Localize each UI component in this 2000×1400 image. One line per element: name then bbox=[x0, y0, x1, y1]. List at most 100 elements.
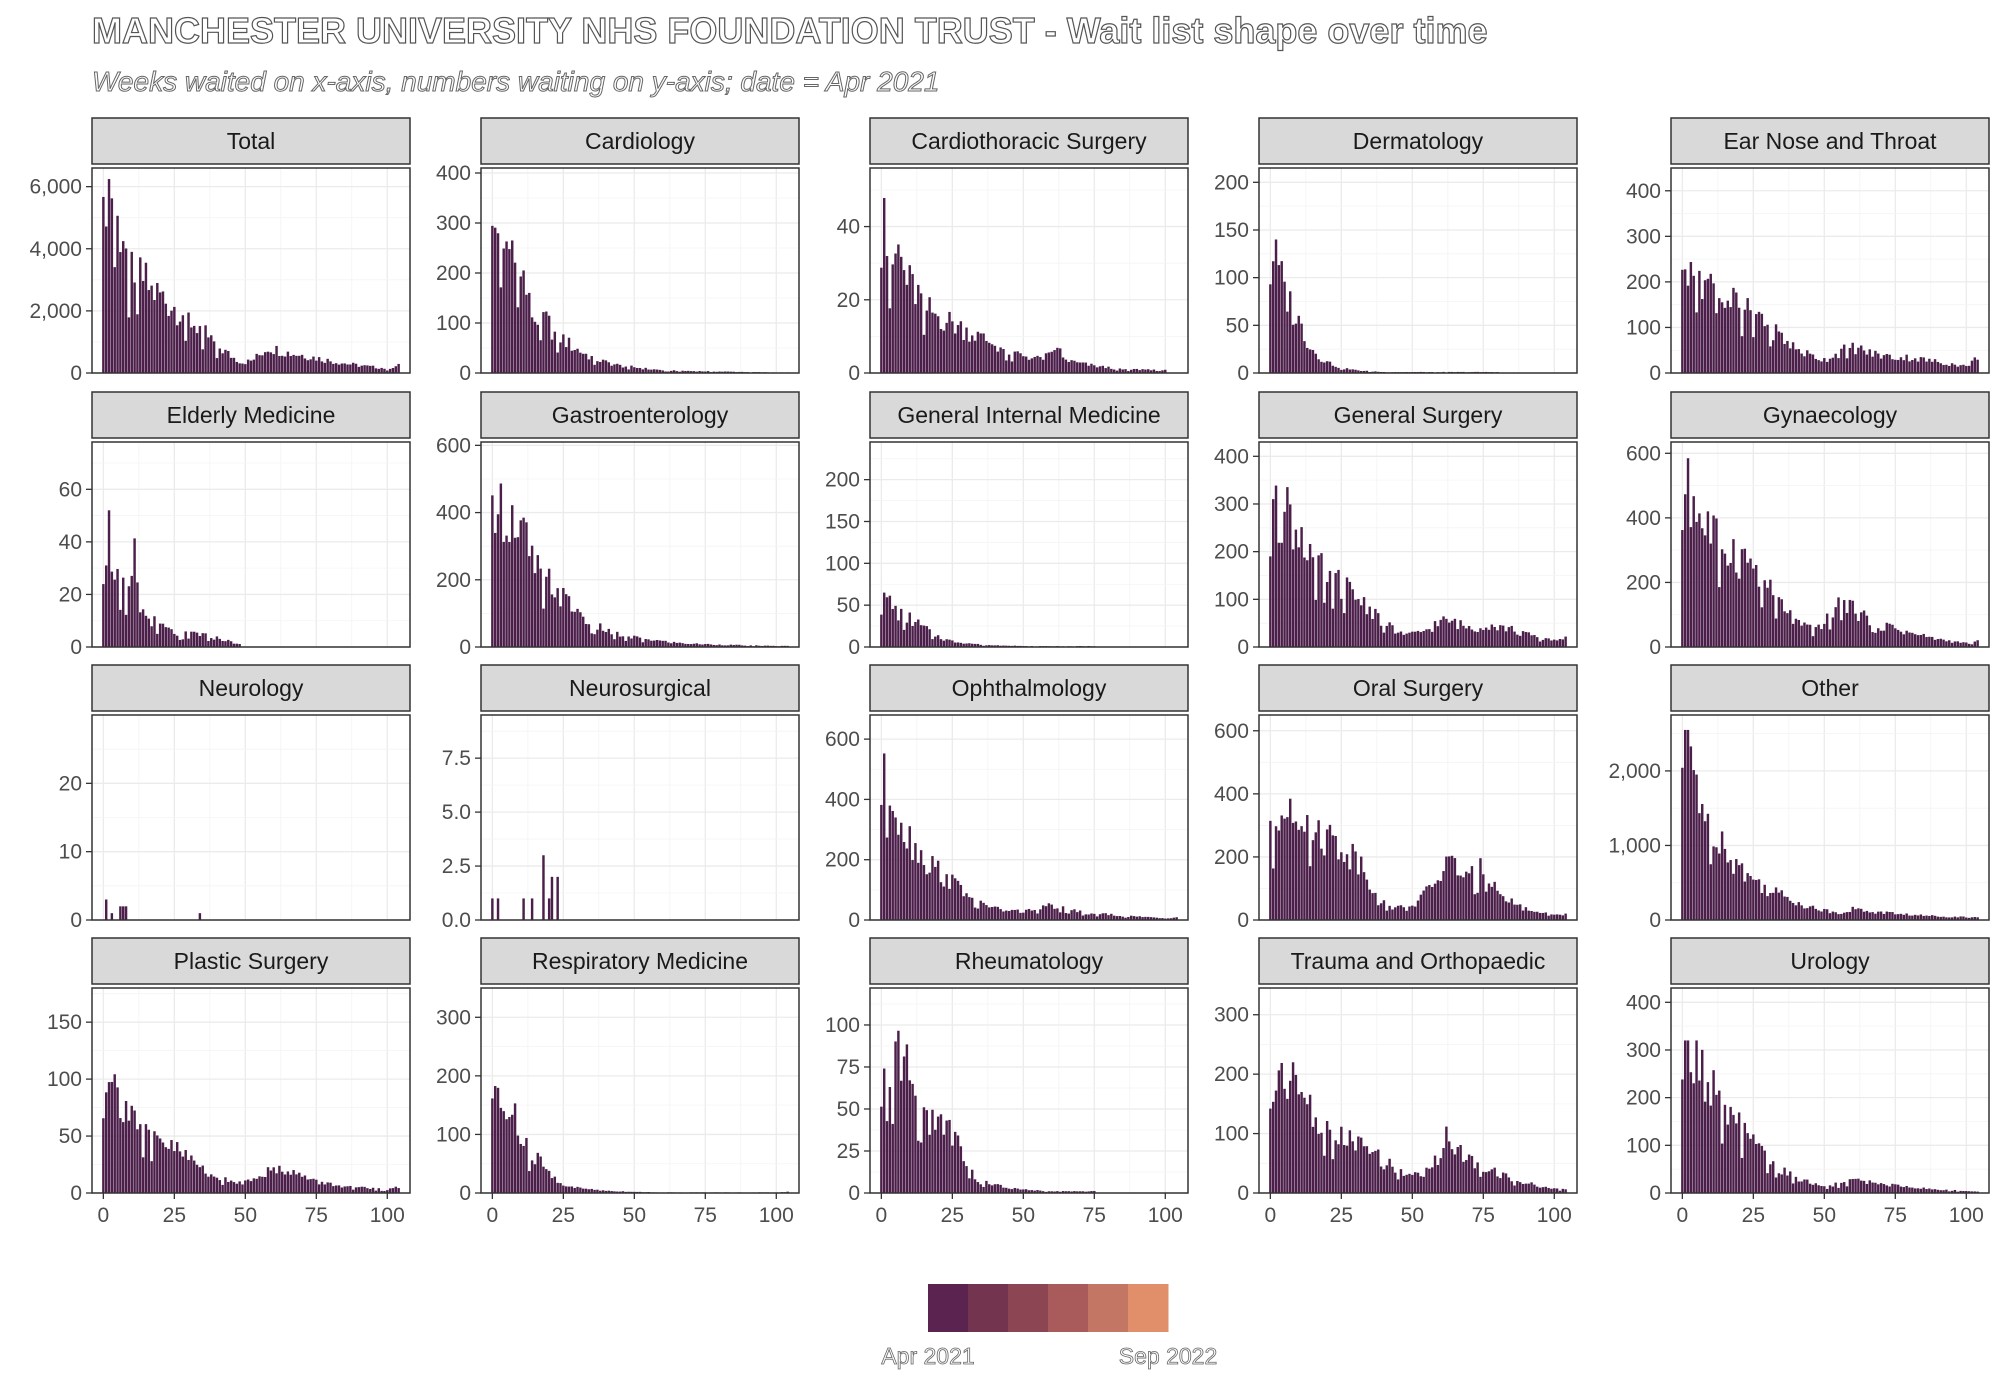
bar bbox=[1908, 915, 1911, 920]
bar bbox=[1007, 911, 1011, 920]
bar bbox=[1036, 355, 1039, 373]
bar bbox=[1465, 628, 1468, 647]
bar bbox=[1933, 1189, 1937, 1193]
bar bbox=[116, 215, 119, 373]
bar bbox=[1351, 843, 1354, 920]
bar bbox=[953, 642, 957, 647]
bar bbox=[945, 1120, 948, 1193]
bar bbox=[289, 1174, 292, 1193]
bar bbox=[1925, 637, 1928, 647]
bar bbox=[110, 913, 114, 920]
bar bbox=[530, 317, 534, 373]
bar bbox=[928, 1134, 931, 1193]
bar bbox=[928, 629, 931, 647]
bar bbox=[1115, 916, 1119, 920]
bar bbox=[1743, 1122, 1747, 1193]
bar bbox=[1311, 1126, 1315, 1193]
bar bbox=[522, 1145, 525, 1193]
bar bbox=[1811, 354, 1815, 373]
bar bbox=[1865, 615, 1869, 647]
bar bbox=[1894, 628, 1897, 647]
y-tick-label: 400 bbox=[1626, 180, 1661, 203]
y-tick-label: 75 bbox=[837, 1056, 860, 1079]
bar bbox=[1882, 630, 1886, 647]
bar bbox=[1703, 280, 1707, 373]
bar bbox=[1840, 1182, 1843, 1193]
bar bbox=[1911, 360, 1914, 373]
bar bbox=[1141, 369, 1144, 373]
bar bbox=[624, 640, 628, 647]
bar bbox=[1289, 1080, 1292, 1193]
bar bbox=[1848, 911, 1852, 920]
bar bbox=[1695, 1040, 1698, 1193]
y-tick-label: 200 bbox=[1626, 571, 1661, 594]
bar bbox=[1439, 1158, 1442, 1193]
bar bbox=[181, 1156, 185, 1193]
bar bbox=[1030, 358, 1034, 373]
bar bbox=[1536, 637, 1539, 647]
bar bbox=[959, 642, 963, 647]
bar bbox=[621, 636, 625, 647]
bar bbox=[1413, 631, 1417, 647]
bar bbox=[215, 1177, 219, 1193]
bar bbox=[332, 1186, 335, 1193]
bar bbox=[207, 641, 210, 647]
bar bbox=[1311, 840, 1315, 920]
bar bbox=[1973, 1191, 1977, 1193]
bar bbox=[911, 860, 914, 920]
bar bbox=[1121, 369, 1124, 373]
bar bbox=[207, 1176, 210, 1193]
panel-border bbox=[869, 167, 1189, 374]
bar bbox=[1851, 906, 1854, 920]
bar bbox=[942, 1134, 946, 1193]
bar bbox=[224, 1177, 227, 1193]
bar bbox=[996, 1184, 999, 1193]
bar bbox=[988, 1184, 991, 1193]
bar bbox=[979, 333, 982, 373]
bar bbox=[914, 622, 917, 647]
bar bbox=[1948, 917, 1951, 920]
bar bbox=[956, 325, 960, 373]
bar bbox=[1303, 341, 1306, 373]
bar bbox=[1340, 852, 1343, 920]
bar bbox=[1294, 323, 1298, 373]
bar bbox=[215, 636, 219, 647]
bar bbox=[139, 612, 142, 647]
bar bbox=[1703, 1101, 1707, 1193]
bar bbox=[1891, 624, 1894, 647]
bar bbox=[1814, 627, 1818, 647]
bar bbox=[1698, 813, 1701, 920]
bar bbox=[1760, 1145, 1764, 1193]
bar bbox=[934, 866, 937, 920]
bar bbox=[1749, 1138, 1752, 1193]
bar bbox=[1530, 635, 1533, 647]
bar bbox=[1067, 1191, 1070, 1193]
bar bbox=[1732, 539, 1735, 647]
bar bbox=[1518, 635, 1522, 647]
bar bbox=[354, 1187, 358, 1193]
bar bbox=[917, 619, 920, 647]
strip-total bbox=[91, 117, 411, 165]
bar bbox=[1510, 1181, 1513, 1193]
bar bbox=[735, 644, 738, 647]
bar bbox=[1501, 896, 1505, 920]
bar bbox=[1311, 557, 1315, 647]
bars bbox=[1269, 485, 1567, 647]
bar bbox=[1499, 1178, 1502, 1193]
bar bbox=[1039, 357, 1042, 373]
bar bbox=[1550, 1188, 1553, 1193]
bar bbox=[931, 856, 934, 920]
bar bbox=[386, 1190, 389, 1193]
bar bbox=[124, 248, 128, 373]
gridlines bbox=[92, 988, 410, 1194]
bar bbox=[295, 1174, 298, 1193]
bar bbox=[1919, 1188, 1923, 1193]
bar bbox=[1158, 918, 1161, 920]
bar bbox=[1379, 1166, 1383, 1193]
bar bbox=[1428, 1168, 1431, 1193]
